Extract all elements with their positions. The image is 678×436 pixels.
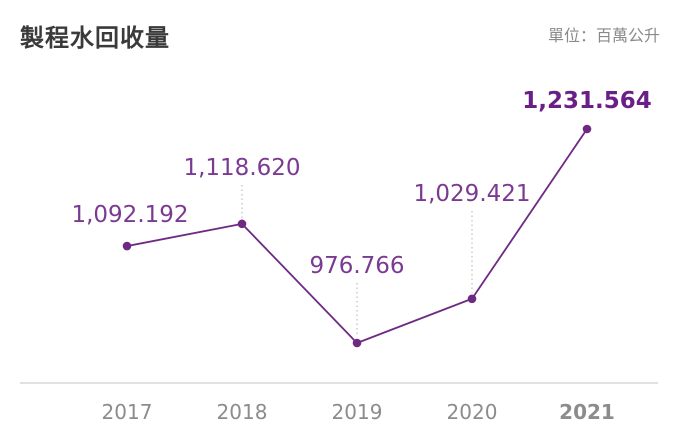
x-tick-2018: 2018	[217, 400, 268, 424]
value-label-2021: 1,231.564	[522, 88, 652, 114]
value-label-2017: 1,092.192	[71, 202, 188, 228]
value-label-2018: 1,118.620	[183, 155, 300, 181]
x-tick-2019: 2019	[332, 400, 383, 424]
value-label-2019: 976.766	[309, 253, 404, 279]
x-tick-2020: 2020	[447, 400, 498, 424]
data-point-2020	[467, 294, 477, 304]
chart-title: 製程水回收量	[20, 24, 170, 52]
data-point-2021	[582, 124, 592, 134]
value-label-2020: 1,029.421	[413, 181, 530, 207]
x-tick-2017: 2017	[102, 400, 153, 424]
data-point-2018	[237, 219, 247, 229]
unit-label: 單位：百萬公升	[547, 26, 660, 45]
data-point-2019	[352, 338, 362, 348]
x-tick-2021: 2021	[559, 400, 615, 424]
data-point-2017	[122, 241, 132, 251]
